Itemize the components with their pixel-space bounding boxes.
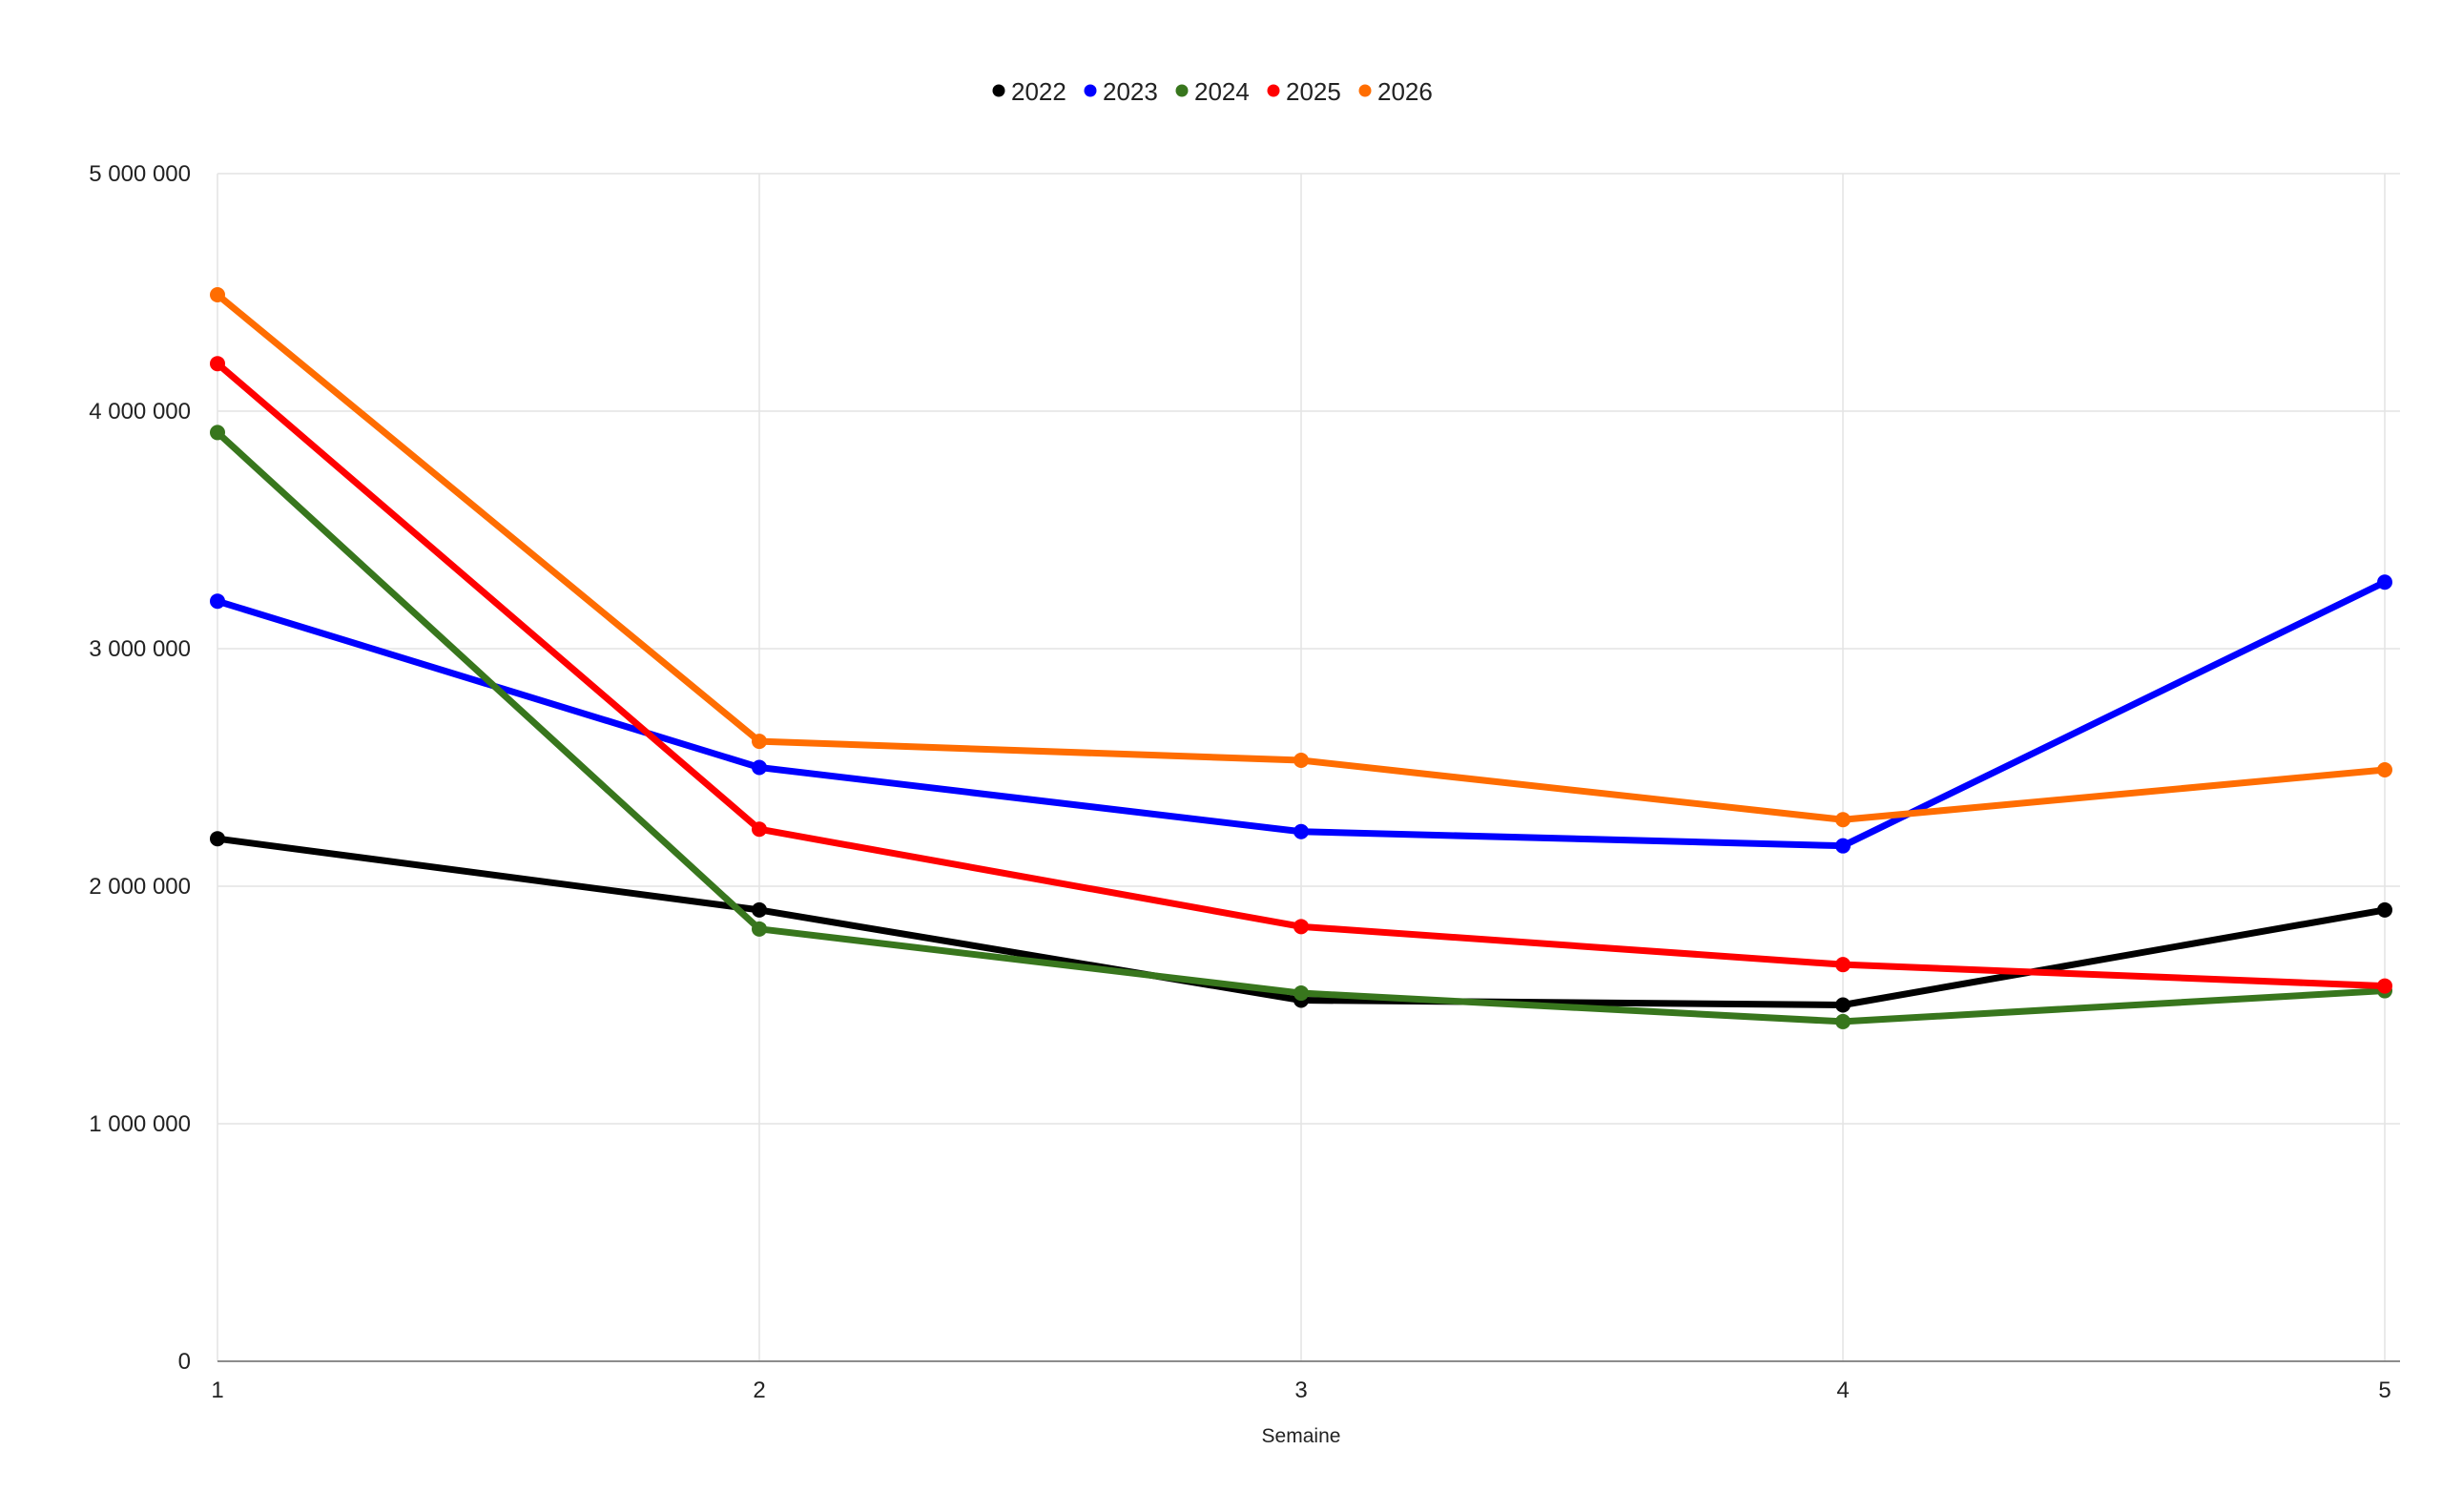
data-point bbox=[2377, 978, 2392, 994]
y-tick-label: 0 bbox=[178, 1349, 191, 1375]
data-point bbox=[210, 831, 225, 847]
data-point bbox=[210, 356, 225, 372]
data-point bbox=[1293, 753, 1309, 769]
data-point bbox=[1835, 957, 1851, 973]
x-tick-label: 3 bbox=[1294, 1377, 1307, 1403]
legend-item-2023: 2023 bbox=[1084, 77, 1158, 106]
x-tick-label: 4 bbox=[1836, 1377, 1849, 1403]
data-point bbox=[210, 286, 225, 302]
x-tick-label: 5 bbox=[2378, 1377, 2390, 1403]
series-layer bbox=[210, 286, 2392, 1029]
data-point bbox=[752, 759, 767, 776]
y-tick-label: 1 000 000 bbox=[89, 1111, 191, 1137]
data-point bbox=[1835, 1013, 1851, 1029]
legend-marker bbox=[992, 84, 1005, 97]
data-point bbox=[752, 921, 767, 937]
data-point bbox=[210, 425, 225, 441]
y-tick-label: 5 000 000 bbox=[89, 161, 191, 187]
x-axis-tick-labels: 1 2 3 4 5 bbox=[211, 1377, 2390, 1403]
series-2026 bbox=[210, 286, 2392, 828]
data-point bbox=[752, 734, 767, 750]
series-2023 bbox=[210, 574, 2392, 854]
data-point bbox=[1835, 997, 1851, 1013]
x-tick-label: 2 bbox=[753, 1377, 765, 1403]
series-2024 bbox=[210, 425, 2392, 1029]
legend-item-2025: 2025 bbox=[1267, 77, 1341, 106]
legend-label: 2022 bbox=[1011, 77, 1066, 106]
legend-item-2022: 2022 bbox=[992, 77, 1066, 106]
legend-label: 2024 bbox=[1194, 77, 1250, 106]
data-point bbox=[752, 821, 767, 838]
data-point bbox=[1835, 838, 1851, 854]
legend-item-2026: 2026 bbox=[1358, 77, 1433, 106]
y-tick-label: 4 000 000 bbox=[89, 399, 191, 425]
y-tick-label: 2 000 000 bbox=[89, 874, 191, 900]
legend-marker bbox=[1267, 84, 1280, 97]
data-point bbox=[1293, 919, 1309, 935]
data-point bbox=[752, 901, 767, 918]
data-point bbox=[2377, 761, 2392, 777]
series-2025 bbox=[210, 356, 2392, 994]
x-axis-title: Semaine bbox=[1262, 1425, 1341, 1447]
data-point bbox=[1293, 823, 1309, 839]
legend-item-2024: 2024 bbox=[1175, 77, 1250, 106]
y-tick-label: 3 000 000 bbox=[89, 636, 191, 662]
data-point bbox=[2377, 574, 2392, 590]
legend-marker bbox=[1084, 84, 1097, 97]
legend-marker bbox=[1358, 84, 1372, 97]
y-axis-tick-labels: 0 1 000 000 2 000 000 3 000 000 4 000 000 5 0… bbox=[89, 161, 191, 1375]
legend-marker bbox=[1175, 84, 1189, 97]
legend-label: 2023 bbox=[1103, 77, 1158, 106]
x-tick-label: 1 bbox=[211, 1377, 223, 1403]
data-point bbox=[1293, 985, 1309, 1002]
data-point bbox=[2377, 901, 2392, 918]
data-point bbox=[1835, 812, 1851, 828]
legend: 2022 2023 2024 2025 2026 bbox=[992, 77, 1433, 106]
legend-label: 2026 bbox=[1377, 77, 1433, 106]
legend-label: 2025 bbox=[1286, 77, 1341, 106]
data-point bbox=[210, 593, 225, 610]
